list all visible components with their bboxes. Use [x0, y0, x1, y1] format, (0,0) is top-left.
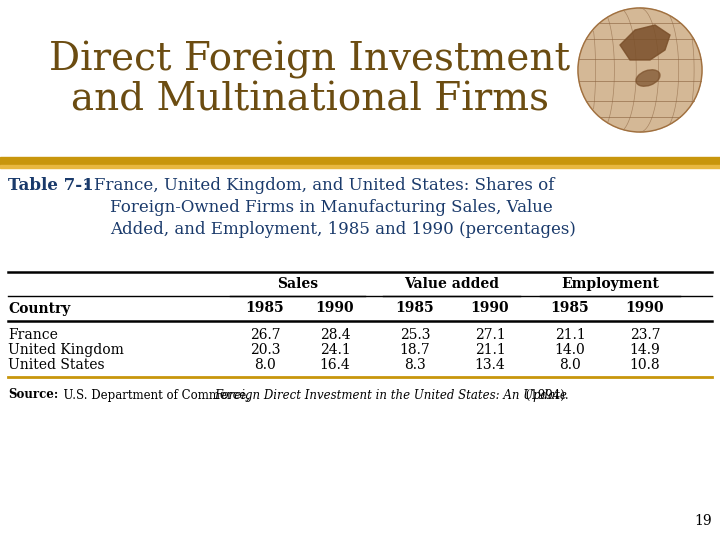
- Text: 8.0: 8.0: [254, 358, 276, 372]
- Text: 18.7: 18.7: [400, 343, 431, 357]
- Text: 27.1: 27.1: [474, 328, 505, 342]
- Ellipse shape: [636, 70, 660, 86]
- Text: 20.3: 20.3: [250, 343, 280, 357]
- Text: Foreign Direct Investment in the United States: An Update: Foreign Direct Investment in the United …: [214, 388, 567, 402]
- Text: U.S. Department of Commerce,: U.S. Department of Commerce,: [56, 388, 250, 402]
- Text: 13.4: 13.4: [474, 358, 505, 372]
- Text: (1994).: (1994).: [522, 388, 569, 402]
- Text: 1985: 1985: [396, 301, 434, 315]
- Text: 8.0: 8.0: [559, 358, 581, 372]
- Text: France: France: [8, 328, 58, 342]
- Text: 1985: 1985: [551, 301, 589, 315]
- Text: 25.3: 25.3: [400, 328, 431, 342]
- Text: 21.1: 21.1: [474, 343, 505, 357]
- Text: 19: 19: [694, 514, 712, 528]
- Text: Direct Foreign Investment: Direct Foreign Investment: [50, 41, 570, 79]
- Text: 1990: 1990: [315, 301, 354, 315]
- Text: 28.4: 28.4: [320, 328, 351, 342]
- Text: 16.4: 16.4: [320, 358, 351, 372]
- Text: Added, and Employment, 1985 and 1990 (percentages): Added, and Employment, 1985 and 1990 (pe…: [110, 220, 576, 238]
- Text: Sales: Sales: [277, 277, 318, 291]
- Text: 1985: 1985: [246, 301, 284, 315]
- Text: Employment: Employment: [561, 277, 659, 291]
- Text: Foreign-Owned Firms in Manufacturing Sales, Value: Foreign-Owned Firms in Manufacturing Sal…: [110, 199, 553, 215]
- Text: 1990: 1990: [626, 301, 665, 315]
- Circle shape: [578, 8, 702, 132]
- Text: United Kingdom: United Kingdom: [8, 343, 124, 357]
- Text: 21.1: 21.1: [554, 328, 585, 342]
- Text: 23.7: 23.7: [630, 328, 660, 342]
- Text: 10.8: 10.8: [630, 358, 660, 372]
- Text: 1990: 1990: [471, 301, 509, 315]
- Text: Country: Country: [8, 301, 71, 315]
- Bar: [0, 157, 720, 165]
- Text: 14.9: 14.9: [629, 343, 660, 357]
- Text: Source:: Source:: [8, 388, 58, 402]
- Text: United States: United States: [8, 358, 104, 372]
- Polygon shape: [620, 25, 670, 60]
- Bar: [0, 165, 720, 168]
- Text: Value added: Value added: [404, 277, 499, 291]
- Text: 26.7: 26.7: [250, 328, 280, 342]
- Text: 8.3: 8.3: [404, 358, 426, 372]
- Text: Table 7-1: Table 7-1: [8, 177, 94, 193]
- Text: 24.1: 24.1: [320, 343, 351, 357]
- Text: : France, United Kingdom, and United States: Shares of: : France, United Kingdom, and United Sta…: [83, 177, 554, 193]
- Text: 14.0: 14.0: [554, 343, 585, 357]
- Text: and Multinational Firms: and Multinational Firms: [71, 82, 549, 118]
